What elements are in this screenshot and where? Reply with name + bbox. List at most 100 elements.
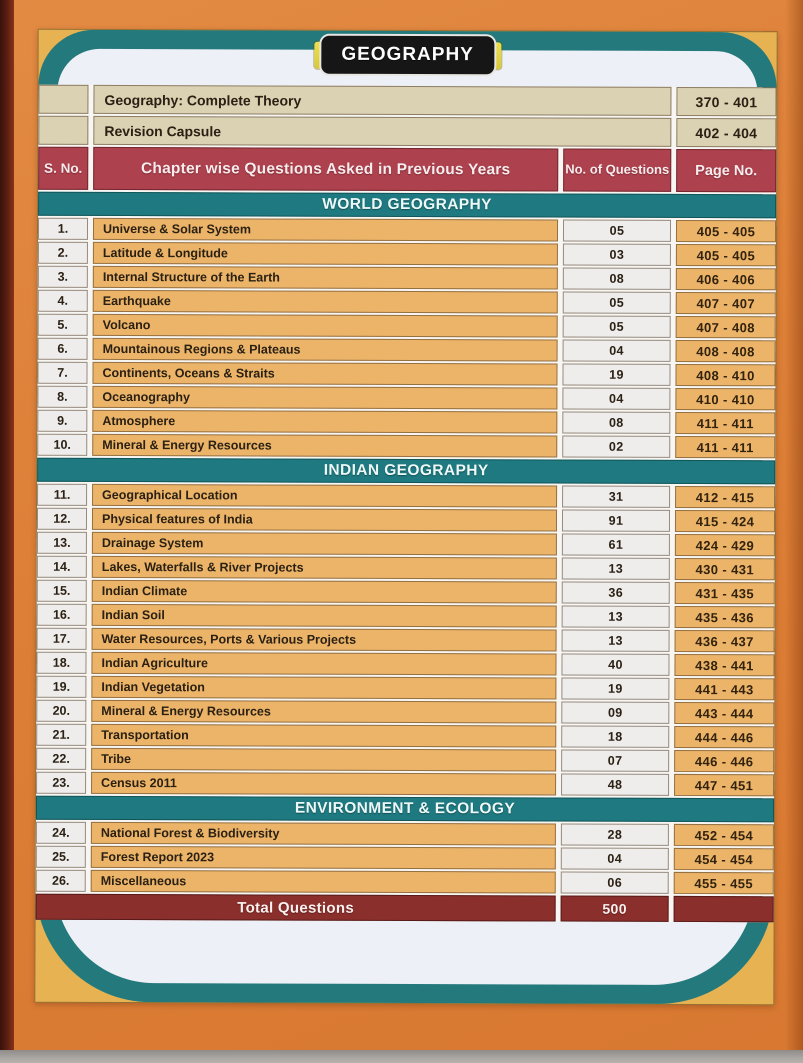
chapter-row: 16. Indian Soil 13 435 - 436: [36, 603, 775, 629]
serial-number-cell: 15.: [36, 579, 87, 602]
chapter-name-cell: Earthquake: [92, 289, 558, 314]
chapter-row: 14. Lakes, Waterfalls & River Projects 1…: [36, 555, 775, 581]
chapter-name-cell: Indian Climate: [91, 579, 557, 604]
questions-count-cell: 13: [561, 605, 670, 628]
desk-edge: [0, 1050, 803, 1063]
serial-number-cell: 14.: [36, 555, 87, 578]
chapter-row: 17. Water Resources, Ports & Various Pro…: [36, 627, 775, 653]
questions-count-cell: 91: [561, 509, 671, 532]
chapter-name-cell: National Forest & Biodiversity: [90, 821, 556, 846]
chapter-row: 7. Continents, Oceans & Straits 19 408 -…: [37, 361, 776, 387]
page-range-cell: 443 - 444: [674, 701, 775, 725]
page-curl-shadow: [785, 0, 803, 1050]
page-range-cell: 406 - 406: [675, 267, 776, 291]
page-range-cell: 452 - 454: [673, 823, 774, 847]
serial-number-cell: 6.: [37, 337, 88, 360]
questions-count-cell: 08: [562, 267, 671, 290]
questions-count-cell: 18: [561, 725, 670, 748]
questions-count-cell: 61: [561, 533, 670, 556]
chapter-row: 25. Forest Report 2023 04 454 - 454: [35, 845, 774, 871]
questions-count-cell: 09: [561, 701, 670, 724]
questions-count-cell: 48: [561, 773, 670, 796]
section-title: ENVIRONMENT & ECOLOGY: [294, 799, 516, 818]
total-value: 500: [560, 895, 669, 922]
chapter-name-cell: Lakes, Waterfalls & River Projects: [91, 555, 557, 580]
intro-row-complete-theory: Geography: Complete Theory 370 - 401: [38, 84, 777, 117]
header-no-of-questions: No. of Questions: [563, 148, 672, 192]
chapter-name-cell: Oceanography: [92, 385, 558, 410]
serial-number-cell: 22.: [36, 747, 87, 770]
questions-count-cell: 04: [562, 339, 671, 362]
page-range-cell: 424 - 429: [674, 533, 775, 557]
chapter-row: 18. Indian Agriculture 40 438 - 441: [36, 651, 775, 677]
page-range-cell: 444 - 446: [674, 725, 775, 749]
page-range-cell: 412 - 415: [675, 485, 776, 509]
chapter-row: 9. Atmosphere 08 411 - 411: [37, 409, 776, 435]
serial-number-cell: 26.: [35, 869, 86, 892]
intro-sno-cell: [38, 115, 89, 145]
contents-table: Geography: Complete Theory 370 - 401 Rev…: [35, 84, 777, 923]
chapter-row: 1. Universe & Solar System 05 405 - 405: [37, 217, 777, 243]
chapter-row: 22. Tribe 07 446 - 446: [36, 747, 775, 773]
chapter-row: 3. Internal Structure of the Earth 08 40…: [37, 265, 776, 291]
serial-number-cell: 19.: [36, 675, 87, 698]
questions-count-cell: 02: [562, 435, 671, 458]
questions-count-cell: 36: [561, 581, 670, 604]
section-title: WORLD GEOGRAPHY: [322, 195, 492, 214]
page-range-cell: 410 - 410: [675, 387, 776, 411]
questions-count-cell: 04: [560, 847, 669, 870]
page-range-cell: 408 - 410: [675, 363, 776, 387]
page-range-cell: 405 - 405: [675, 243, 776, 267]
intro-label: Geography: Complete Theory: [93, 84, 672, 116]
serial-number-cell: 7.: [37, 361, 88, 384]
page-range-cell: 441 - 443: [674, 677, 775, 701]
chapter-name-cell: Tribe: [91, 747, 557, 772]
chapter-name-cell: Physical features of India: [91, 507, 558, 532]
page-range-cell: 435 - 436: [674, 605, 775, 629]
chapter-name-cell: Drainage System: [91, 531, 557, 556]
intro-label: Revision Capsule: [93, 115, 672, 147]
chapter-row: 15. Indian Climate 36 431 - 435: [36, 579, 775, 605]
serial-number-cell: 10.: [37, 433, 88, 456]
page-range-cell: 408 - 408: [675, 339, 776, 363]
questions-count-cell: 31: [562, 485, 671, 508]
chapter-row: 19. Indian Vegetation 19 441 - 443: [36, 675, 775, 701]
serial-number-cell: 21.: [36, 723, 87, 746]
page-range-cell: 411 - 411: [675, 411, 776, 435]
page-title-badge: GEOGRAPHY: [314, 33, 501, 77]
chapter-name-cell: Geographical Location: [92, 483, 558, 508]
chapter-row: 8. Oceanography 04 410 - 410: [37, 385, 776, 411]
chapter-name-cell: Mineral & Energy Resources: [92, 433, 558, 458]
chapter-row: 10. Mineral & Energy Resources 02 411 - …: [37, 433, 776, 459]
chapter-row: 12. Physical features of India 91 415 - …: [36, 507, 776, 533]
serial-number-cell: 8.: [37, 385, 88, 408]
questions-count-cell: 04: [562, 387, 671, 410]
questions-count-cell: 07: [561, 749, 670, 772]
serial-number-cell: 5.: [37, 313, 88, 336]
chapter-row: 2. Latitude & Longitude 03 405 - 405: [37, 241, 776, 267]
chapter-name-cell: Indian Soil: [91, 603, 557, 628]
serial-number-cell: 24.: [35, 821, 86, 844]
chapter-name-cell: Internal Structure of the Earth: [92, 265, 558, 290]
serial-number-cell: 1.: [37, 217, 89, 240]
intro-page-range: 370 - 401: [676, 86, 777, 117]
serial-number-cell: 4.: [37, 289, 88, 312]
total-label: Total Questions: [35, 893, 556, 922]
total-empty-cell: [673, 895, 774, 923]
chapter-row: 13. Drainage System 61 424 - 429: [36, 531, 775, 557]
page-range-cell: 415 - 424: [674, 509, 776, 533]
serial-number-cell: 11.: [37, 483, 88, 506]
questions-count-cell: 13: [561, 557, 670, 580]
page-range-cell: 436 - 437: [674, 629, 775, 653]
serial-number-cell: 12.: [36, 507, 88, 530]
questions-count-cell: 06: [560, 871, 669, 894]
questions-count-cell: 05: [562, 291, 671, 314]
chapter-name-cell: Continents, Oceans & Straits: [92, 361, 558, 386]
header-page-no: Page No.: [676, 148, 777, 193]
chapter-name-cell: Water Resources, Ports & Various Project…: [91, 627, 557, 652]
section-header: ENVIRONMENT & ECOLOGY: [35, 795, 775, 823]
page-range-cell: 446 - 446: [674, 749, 775, 773]
questions-count-cell: 13: [561, 629, 670, 652]
chapter-name-cell: Indian Vegetation: [91, 675, 557, 700]
section-title: INDIAN GEOGRAPHY: [323, 461, 489, 480]
